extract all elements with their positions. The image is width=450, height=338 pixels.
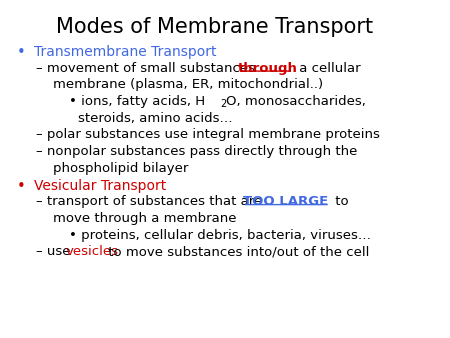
Text: Modes of Membrane Transport: Modes of Membrane Transport (56, 17, 373, 38)
Text: •: • (17, 178, 26, 194)
Text: O, monosaccharides,: O, monosaccharides, (226, 95, 365, 108)
Text: steroids, amino acids…: steroids, amino acids… (78, 112, 232, 125)
Text: – nonpolar substances pass directly through the: – nonpolar substances pass directly thro… (36, 145, 357, 158)
Text: TOO LARGE: TOO LARGE (243, 195, 328, 208)
Text: phospholipid bilayer: phospholipid bilayer (53, 162, 188, 175)
Text: a cellular: a cellular (295, 62, 361, 75)
Text: membrane (plasma, ER, mitochondrial..): membrane (plasma, ER, mitochondrial..) (53, 78, 323, 91)
Text: – use: – use (36, 245, 74, 259)
Text: through: through (238, 62, 298, 75)
Text: vesicles: vesicles (66, 245, 118, 259)
Text: • ions, fatty acids, H: • ions, fatty acids, H (69, 95, 206, 108)
Text: Transmembrane Transport: Transmembrane Transport (34, 45, 216, 59)
Text: to: to (331, 195, 349, 208)
Text: •: • (17, 45, 26, 61)
Text: to move substances into/out of the cell: to move substances into/out of the cell (104, 245, 369, 259)
Text: Vesicular Transport: Vesicular Transport (34, 178, 166, 193)
Text: – transport of substances that are: – transport of substances that are (36, 195, 266, 208)
Text: – movement of small substances: – movement of small substances (36, 62, 259, 75)
Text: 2: 2 (220, 99, 226, 109)
Text: move through a membrane: move through a membrane (53, 212, 236, 225)
Text: • proteins, cellular debris, bacteria, viruses…: • proteins, cellular debris, bacteria, v… (69, 229, 371, 242)
Text: – polar substances use integral membrane proteins: – polar substances use integral membrane… (36, 128, 379, 141)
